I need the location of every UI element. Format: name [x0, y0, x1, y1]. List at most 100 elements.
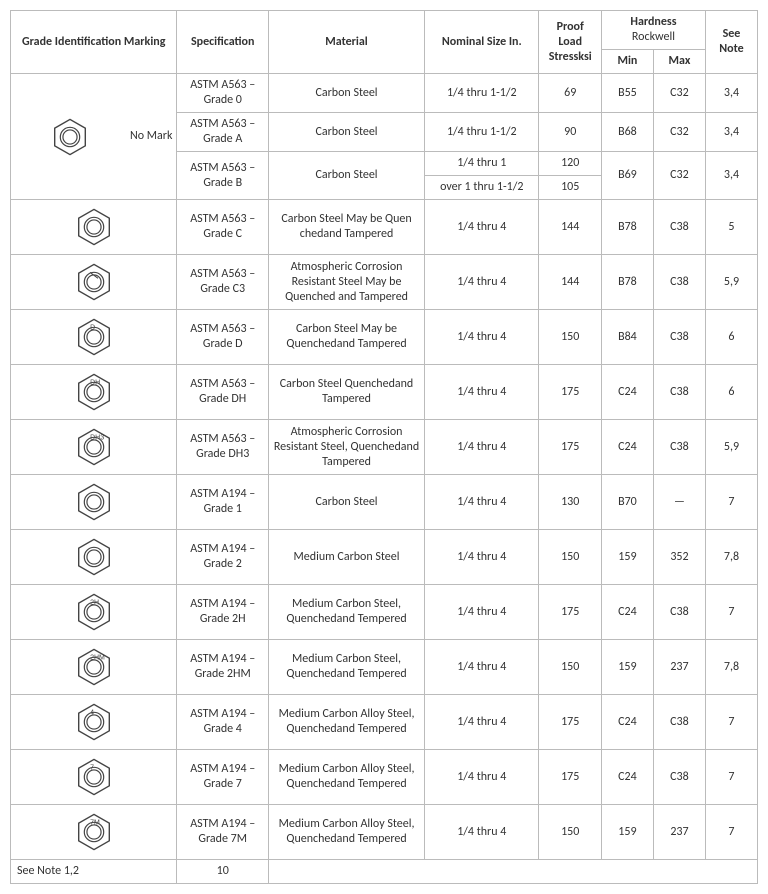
hmax-cell: 237 — [653, 640, 705, 695]
proof-cell: 105 — [539, 176, 601, 200]
table-row: ASTM A563 – Grade C Carbon Steel May be … — [11, 200, 758, 255]
marking-cell: 7M — [11, 805, 177, 860]
table-row: DH3 ASTM A563 – Grade DH3 Atmospheric Co… — [11, 420, 758, 475]
hmax-cell: C32 — [653, 152, 705, 200]
header-grade-bold: Grade — [22, 35, 52, 49]
material-cell: Carbon Steel May be Quenchedand Tampered — [269, 310, 425, 365]
note-cell: 3,4 — [705, 113, 757, 152]
material-cell: Medium Carbon Alloy Steel, Quenchedand T… — [269, 750, 425, 805]
note-cell: 7,8 — [705, 640, 757, 695]
proof-cell: 150 — [539, 640, 601, 695]
proof-cell: 69 — [539, 74, 601, 113]
note-cell: 6 — [705, 310, 757, 365]
marking-cell: 2HM — [11, 640, 177, 695]
spec-cell: ASTM A194 – Grade 4 — [177, 695, 269, 750]
size-cell: 1/4 thru 4 — [425, 475, 539, 530]
hmax-cell: C38 — [653, 200, 705, 255]
hmin-cell: C24 — [601, 750, 653, 805]
header-row-1: Grade Identification Marking Specificati… — [11, 11, 758, 50]
note-cell: 7 — [705, 750, 757, 805]
proof-cell: 150 — [539, 310, 601, 365]
table-row: ASTM A563 – Grade C3 Atmospheric Corrosi… — [11, 255, 758, 310]
material-cell: Carbon Steel May be Quen chedand Tampere… — [269, 200, 425, 255]
hmin-cell: B70 — [601, 475, 653, 530]
proof-cell: 120 — [539, 152, 601, 176]
spec-cell: ASTM A194 – Grade 2 — [177, 530, 269, 585]
hmin-cell: C24 — [601, 695, 653, 750]
hmin-cell: B78 — [601, 255, 653, 310]
proof-cell: 150 — [539, 805, 601, 860]
svg-text:2H: 2H — [90, 599, 99, 606]
size-cell: 1/4 thru 4 — [425, 805, 539, 860]
spec-cell: ASTM A194 – Grade 1 — [177, 475, 269, 530]
marking-cell: 4 — [11, 695, 177, 750]
proof-cell: 144 — [539, 200, 601, 255]
marking-cell — [11, 475, 177, 530]
footer-spec: 10 — [177, 860, 269, 884]
spec-cell: ASTM A194 – Grade 7M — [177, 805, 269, 860]
hmax-cell: 237 — [653, 805, 705, 860]
note-cell: 5 — [705, 200, 757, 255]
hmin-cell: C24 — [601, 420, 653, 475]
table-row: 2HM ASTM A194 – Grade 2HM Medium Carbon … — [11, 640, 758, 695]
material-cell: Medium Carbon Steel — [269, 530, 425, 585]
material-cell: Medium Carbon Steel, Quenchedand Tempere… — [269, 585, 425, 640]
hmax-cell: C38 — [653, 585, 705, 640]
svg-text:7: 7 — [90, 764, 94, 771]
material-cell: Medium Carbon Alloy Steel, Quenchedand T… — [269, 805, 425, 860]
hmin-cell: B69 — [601, 152, 653, 200]
size-cell: 1/4 thru 4 — [425, 530, 539, 585]
spec-cell: ASTM A194 – Grade 2H — [177, 585, 269, 640]
header-spec: Specification — [177, 11, 269, 74]
table-row: 2H ASTM A194 – Grade 2H Medium Carbon St… — [11, 585, 758, 640]
note-cell: 7 — [705, 475, 757, 530]
header-grade: Grade Identification Marking — [11, 11, 177, 74]
marking-cell: DH — [11, 365, 177, 420]
hmax-cell: C38 — [653, 310, 705, 365]
proof-cell: 175 — [539, 365, 601, 420]
hmin-cell: B68 — [601, 113, 653, 152]
proof-cell: 175 — [539, 695, 601, 750]
size-cell: 1/4 thru 1 — [425, 152, 539, 176]
note-cell: 5,9 — [705, 255, 757, 310]
header-nominal-unit: In. — [509, 35, 522, 49]
material-cell: Carbon Steel — [269, 475, 425, 530]
marking-cell-nomark: No Mark — [11, 74, 177, 200]
material-cell: Atmospheric Corrosion Resistant Steel Ma… — [269, 255, 425, 310]
spec-cell: ASTM A563 – Grade DH3 — [177, 420, 269, 475]
header-material: Material — [269, 11, 425, 74]
size-cell: 1/4 thru 4 — [425, 750, 539, 805]
header-proof: Proof Load Stressksi — [539, 11, 601, 74]
note-cell: 3,4 — [705, 74, 757, 113]
table-row: DH ASTM A563 – Grade DH Carbon Steel Que… — [11, 365, 758, 420]
hmax-cell: C32 — [653, 113, 705, 152]
table-row: 7M ASTM A194 – Grade 7M Medium Carbon Al… — [11, 805, 758, 860]
material-cell: Carbon Steel Quenchedand Tampered — [269, 365, 425, 420]
table-row: 7 ASTM A194 – Grade 7 Medium Carbon Allo… — [11, 750, 758, 805]
marking-cell — [11, 200, 177, 255]
hmax-cell: 352 — [653, 530, 705, 585]
header-seenote: See Note — [705, 11, 757, 74]
proof-cell: 90 — [539, 113, 601, 152]
material-cell: Carbon Steel — [269, 152, 425, 200]
spec-cell: ASTM A563 – Grade C — [177, 200, 269, 255]
hmax-cell: C38 — [653, 365, 705, 420]
note-cell: 7 — [705, 695, 757, 750]
table-row: 4 ASTM A194 – Grade 4 Medium Carbon Allo… — [11, 695, 758, 750]
hmax-cell: C38 — [653, 750, 705, 805]
header-nominal-bold: Nominal Size — [442, 35, 509, 49]
material-cell: Carbon Steel — [269, 74, 425, 113]
material-cell: Atmospheric Corrosion Resistant Steel, Q… — [269, 420, 425, 475]
spec-cell: ASTM A563 – Grade DH — [177, 365, 269, 420]
header-hardness-bold: Hardness — [630, 15, 676, 29]
marking-cell — [11, 255, 177, 310]
table-row: ASTM A194 – Grade 2 Medium Carbon Steel … — [11, 530, 758, 585]
hmin-cell: C24 — [601, 365, 653, 420]
header-nominal: Nominal Size In. — [425, 11, 539, 74]
spec-cell: ASTM A563 – Grade 0 — [177, 74, 269, 113]
marking-cell: D — [11, 310, 177, 365]
size-cell: 1/4 thru 1-1/2 — [425, 113, 539, 152]
spec-cell: ASTM A563 – Grade A — [177, 113, 269, 152]
note-cell: 7 — [705, 805, 757, 860]
svg-text:DH3: DH3 — [90, 434, 104, 441]
